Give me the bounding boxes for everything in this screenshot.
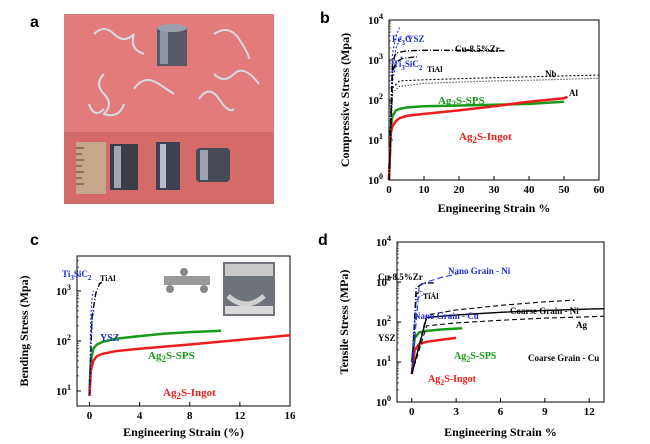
panel-label-c: c (30, 232, 39, 249)
x-tick-label: 0 (87, 410, 93, 422)
series-tial (388, 56, 418, 181)
sps-label: Ag2S-SPS (454, 351, 497, 364)
ysz-label: YSZ (100, 333, 120, 344)
tial-label: TiAl (427, 65, 443, 74)
top-roller (180, 268, 188, 276)
x-tick-label: 4 (137, 410, 143, 422)
panel-label-a: a (30, 14, 39, 31)
sps-label: Ag2S-SPS (148, 350, 195, 364)
tial-label: TiAl (100, 274, 116, 283)
series-tial (411, 290, 423, 375)
sample-photo (64, 14, 274, 204)
series-cu-8-5-zr (388, 49, 505, 181)
cuzr-label: Cu-8.5%Zr (378, 272, 423, 282)
y-tick-label: 100 (376, 394, 391, 409)
series-ti3sic2 (88, 290, 94, 396)
x-axis-label: Engineering Strain (%) (123, 425, 244, 439)
y-tick-label: 102 (368, 92, 383, 107)
series-ysz (388, 35, 402, 181)
right-support (200, 285, 208, 293)
x-tick-label: 40 (524, 184, 536, 196)
x-tick-label: 12 (584, 406, 596, 418)
series-coarse-grain-cu (411, 315, 605, 375)
ag-label: Ag (576, 320, 587, 330)
x-tick-label: 20 (454, 184, 466, 196)
y-tick-label: 101 (56, 383, 71, 398)
coarse-cu-label: Coarse Grain - Cu (528, 353, 599, 363)
ingot-label: Ag2S-Ingot (459, 131, 512, 145)
x-tick-label: 3 (453, 406, 459, 418)
y-tick-label: 101 (368, 132, 383, 147)
x-tick-label: 60 (594, 184, 606, 196)
chart-d-tensile: 0 3 6 9 12 100 101 102 103 104 Engineering Strain … (337, 234, 605, 439)
y-axis-label: Tensile Stress (MPa) (337, 270, 351, 375)
y-tick-label: 104 (368, 12, 383, 27)
chart-c-bending: 0 4 8 12 16 101 102 103 Engineering Strain (%) Be… (17, 255, 297, 439)
cuzr-label: Cu-8.5%Zr (455, 44, 500, 54)
ti3sic2-label: Ti3SiC2 (62, 269, 92, 282)
x-axis-label: Engineering Strain % (438, 201, 551, 215)
series-ag (411, 308, 605, 375)
y-axis-label: Bending Stress (Mpa) (17, 275, 31, 386)
x-tick-label: 6 (498, 406, 504, 418)
bending-test-inset (164, 262, 275, 316)
ingot-label: Ag2S-Ingot (163, 387, 216, 401)
x-tick-label: 30 (489, 184, 501, 196)
y-tick-label: 100 (368, 172, 383, 187)
series-al (388, 77, 600, 181)
x-tick-label: 10 (419, 184, 431, 196)
al-label: Al (569, 88, 578, 98)
chart-b-compressive: 0 10 20 30 40 50 60 100 101 102 103 104 Engineering … (338, 12, 606, 215)
y-tick-label: 104 (376, 234, 391, 249)
x-tick-label: 50 (559, 184, 571, 196)
nano-ni-label: Nano Grain - Ni (448, 266, 511, 276)
series-ag2s-ingot (410, 336, 457, 375)
series-ag2s-ingot (387, 95, 568, 181)
x-tick-label: 0 (386, 184, 392, 196)
series-ag2s-sps (88, 329, 222, 391)
x-axis-label: Engineering Strain % (444, 425, 557, 439)
ysz-label: YSZ (378, 333, 396, 343)
y-axis-label: Compressive Stress (Mpa) (338, 33, 352, 167)
series-ysz (411, 316, 417, 375)
coarse-ni-label: Coarse Grain - Ni (510, 306, 579, 316)
left-support (166, 285, 174, 293)
tial-label: TiAl (423, 292, 439, 301)
y-tick-label: 102 (56, 333, 71, 348)
y-tick-label: 103 (376, 274, 391, 289)
fe3c-label: Fe3C (392, 34, 412, 47)
sps-label: Ag2S-SPS (438, 95, 485, 109)
series-nano-grain-ni (411, 273, 458, 375)
ingot-label: Ag2S-Ingot (428, 374, 477, 387)
x-tick-label: 12 (234, 410, 246, 422)
ysz-label: YSZ (407, 34, 425, 44)
beam-specimen (164, 276, 210, 285)
series-ag2s-ingot (88, 334, 291, 396)
series-nb (388, 74, 600, 181)
nano-cu-label: Nano Grain - Cu (414, 311, 479, 321)
ti3sic2-label: Ti3SiC2 (393, 59, 423, 72)
x-tick-label: 9 (542, 406, 548, 418)
y-tick-label: 103 (368, 52, 383, 67)
y-tick-label: 103 (56, 283, 71, 298)
series-fe3c (388, 27, 401, 181)
plot-frame (76, 255, 291, 407)
y-tick-label: 101 (376, 354, 391, 369)
x-tick-label: 0 (409, 406, 415, 418)
panel-label-d: d (318, 232, 328, 249)
nb-label: Nb (545, 69, 557, 79)
y-tick-label: 102 (376, 314, 391, 329)
panel-label-b: b (320, 10, 330, 27)
x-tick-label: 8 (187, 410, 193, 422)
x-tick-label: 16 (285, 410, 297, 422)
